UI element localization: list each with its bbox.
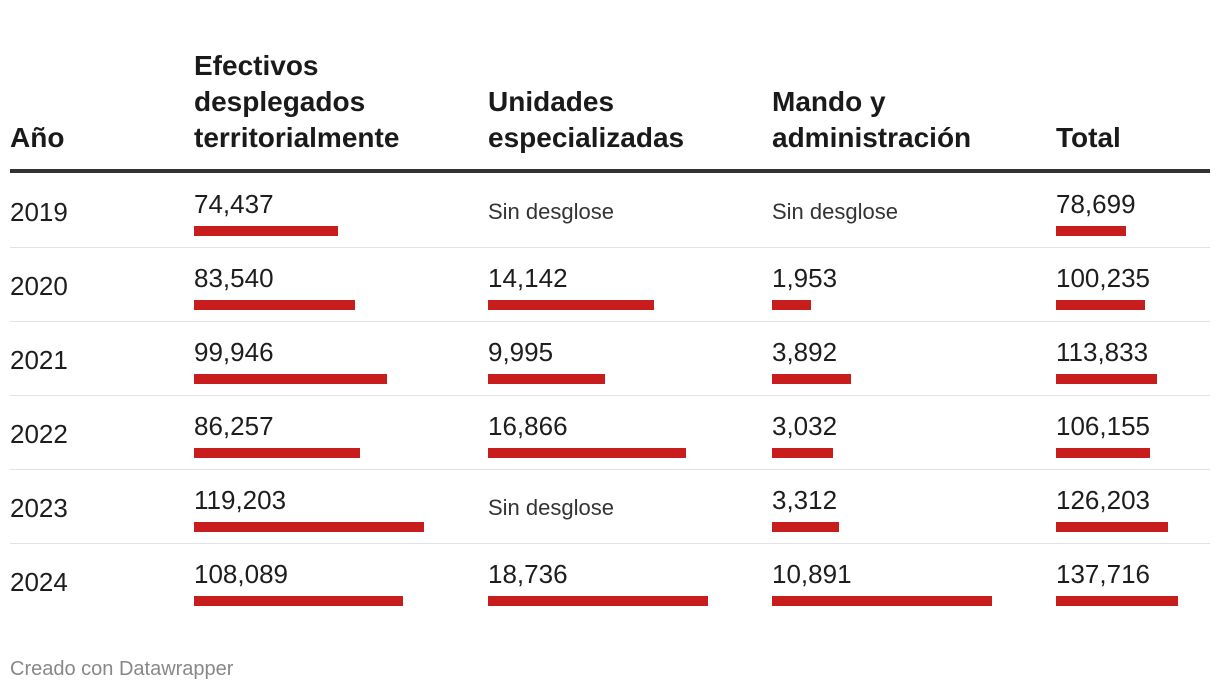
row-divider	[10, 543, 1210, 544]
table-row: 2023 119,203 Sin desglose 3,312 126,203	[10, 470, 1210, 544]
value-bar	[1056, 596, 1178, 606]
value-bar	[194, 374, 387, 384]
value-label: 113,833	[1056, 337, 1149, 367]
value-label: 126,203	[1056, 485, 1150, 515]
value-label: 119,203	[194, 485, 287, 515]
value-bar	[488, 448, 686, 458]
table-row: 2024 108,089 18,736 10,891 137,716	[10, 544, 1210, 618]
value-label: 14,142	[488, 263, 568, 293]
value-label: 83,540	[194, 263, 274, 293]
value-bar	[1056, 226, 1126, 236]
value-label: 3,312	[772, 485, 838, 515]
value-bar	[772, 522, 839, 532]
value-bar	[194, 522, 424, 532]
missing-value-label: Sin desglose	[488, 495, 614, 520]
row-year: 2023	[10, 493, 68, 523]
header-especializadas: Unidades especializadas	[488, 86, 685, 153]
missing-value-label: Sin desglose	[772, 199, 898, 224]
table-row: 2021 99,946 9,995 3,892 113,833	[10, 322, 1210, 396]
value-label: 99,946	[194, 337, 274, 367]
value-label: 3,032	[772, 411, 838, 441]
value-bar	[488, 374, 605, 384]
header-rule	[10, 169, 1210, 173]
value-label: 86,257	[194, 411, 274, 441]
value-label: 9,995	[488, 337, 554, 367]
row-divider	[10, 321, 1210, 322]
value-bar	[772, 374, 851, 384]
value-bar	[1056, 300, 1145, 310]
value-bar	[772, 596, 992, 606]
value-bar	[1056, 448, 1150, 458]
value-label: 106,155	[1056, 411, 1150, 441]
value-label: 18,736	[488, 559, 568, 589]
footer-credit: Creado con Datawrapper	[10, 658, 234, 680]
table-row: 2019 74,437 Sin desglose Sin desglose 78,699	[10, 174, 1210, 248]
value-bar	[488, 300, 654, 310]
value-label: 78,699	[1056, 189, 1136, 219]
value-label: 3,892	[772, 337, 838, 367]
header-row: Año Efectivos desplegados territorialmen…	[10, 0, 1210, 156]
row-year: 2021	[10, 345, 68, 375]
missing-value-label: Sin desglose	[488, 199, 614, 224]
value-bar	[194, 226, 338, 236]
value-bar	[194, 448, 360, 458]
value-bar	[772, 448, 833, 458]
row-year: 2024	[10, 567, 68, 597]
value-label: 137,716	[1056, 559, 1150, 589]
table-row: 2020 83,540 14,142 1,953 100,235	[10, 248, 1210, 322]
value-label: 1,953	[772, 263, 838, 293]
value-label: 10,891	[772, 559, 852, 589]
row-divider	[10, 469, 1210, 470]
value-label: 108,089	[194, 559, 288, 589]
row-divider	[10, 395, 1210, 396]
value-bar	[194, 300, 355, 310]
value-bar	[488, 596, 708, 606]
value-bar	[1056, 522, 1168, 532]
table-row: 2022 86,257 16,866 3,032 106,155	[10, 396, 1210, 470]
row-year: 2020	[10, 271, 68, 301]
row-year: 2019	[10, 197, 68, 227]
value-label: 100,235	[1056, 263, 1150, 293]
row-divider	[10, 247, 1210, 248]
row-year: 2022	[10, 419, 68, 449]
header-total: Total	[1056, 122, 1121, 153]
header-mando: Mando y administración	[772, 86, 972, 153]
value-label: 16,866	[488, 411, 568, 441]
header-year: Año	[10, 122, 65, 153]
value-bar	[1056, 374, 1157, 384]
data-table: Año Efectivos desplegados territorialmen…	[10, 0, 1210, 620]
header-territorial: Efectivos desplegados territorialmente	[194, 50, 400, 153]
value-label: 74,437	[194, 189, 274, 219]
value-bar	[194, 596, 403, 606]
value-bar	[772, 300, 811, 310]
